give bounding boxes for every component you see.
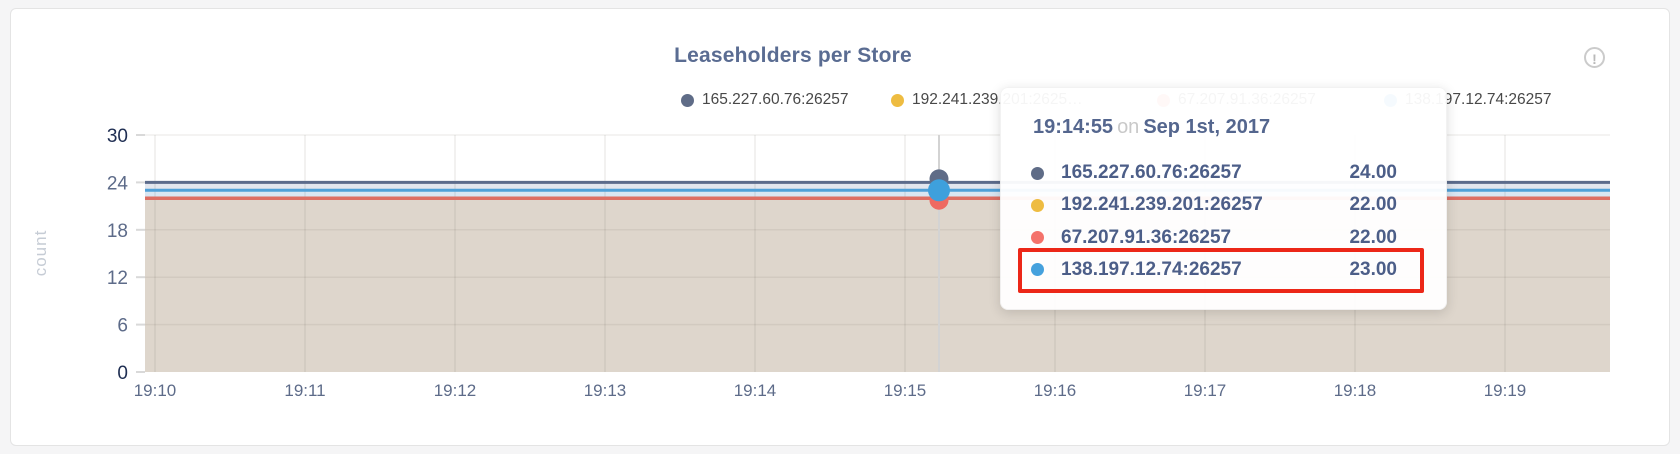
chart-title: Leaseholders per Store — [674, 44, 912, 67]
tooltip-series-name: 165.227.60.76:26257 — [1061, 162, 1242, 183]
y-tick-label: 24 — [107, 173, 129, 194]
x-tick-label: 19:14 — [734, 381, 777, 400]
tooltip-series-value: 23.00 — [1349, 258, 1397, 280]
tooltip-series-value: 24.00 — [1349, 162, 1397, 183]
x-tick-label: 19:19 — [1484, 381, 1527, 400]
legend-item[interactable]: 165.227.60.76:26257 — [681, 91, 849, 109]
x-tick-label: 19:15 — [884, 381, 927, 400]
y-tick-label: 0 — [117, 363, 128, 384]
tooltip-series-value: 22.00 — [1349, 226, 1397, 248]
exclamation-glyph: ! — [1592, 51, 1597, 67]
tooltip-series-name: 67.207.91.36:26257 — [1061, 226, 1232, 248]
tooltip-time: 19:14:55 — [1033, 116, 1114, 138]
x-tick-label: 19:12 — [434, 381, 477, 400]
y-axis-title: count — [31, 230, 50, 277]
y-tick-label: 12 — [107, 268, 128, 289]
legend-item-label: 165.227.60.76:26257 — [702, 91, 849, 108]
hover-marker — [928, 135, 950, 372]
tooltip-series-dot-icon — [1031, 231, 1044, 245]
tooltip-series-name: 138.197.12.74:26257 — [1061, 258, 1242, 280]
x-tick-label: 19:13 — [584, 381, 627, 400]
x-tick-label: 19:11 — [284, 381, 325, 400]
legend-series-dot-icon — [681, 93, 694, 107]
x-tick-label: 19:16 — [1034, 381, 1077, 400]
tooltip-connector: on — [1117, 116, 1140, 138]
tooltip-series-dot-icon — [1031, 166, 1044, 180]
hover-point-dot — [928, 179, 950, 202]
x-tick-label: 19:18 — [1334, 381, 1377, 400]
info-icon[interactable]: ! — [1584, 47, 1605, 68]
hover-tooltip: 19:14:55 on Sep 1st, 2017 165.227.60.76:26… — [1000, 87, 1447, 310]
tooltip-row: 192.241.239.201:26257 22.00 — [1031, 192, 1397, 218]
x-axis-labels: 19:10 19:11 19:12 19:13 19:14 19:15 19:16 19:17… — [134, 381, 1527, 400]
x-tick-label: 19:17 — [1184, 381, 1227, 400]
y-tick-label: 6 — [117, 316, 128, 337]
y-tick-label: 18 — [107, 221, 128, 242]
tooltip-row: 165.227.60.76:26257 24.00 — [1031, 160, 1397, 186]
x-tick-label: 19:10 — [134, 381, 177, 400]
y-axis-labels: 0 6 12 18 24 30 — [107, 126, 129, 384]
tooltip-series-name: 192.241.239.201:26257 — [1061, 194, 1263, 216]
tooltip-series-value: 22.00 — [1349, 194, 1397, 216]
y-tick-label: 30 — [107, 126, 128, 147]
legend-series-dot-icon — [891, 93, 904, 107]
tooltip-row: 138.197.12.74:26257 23.00 — [1031, 257, 1397, 283]
tooltip-timestamp: 19:14:55 on Sep 1st, 2017 — [1033, 116, 1270, 139]
tooltip-series-dot-icon — [1031, 263, 1044, 277]
tooltip-row: 67.207.91.36:26257 22.00 — [1031, 225, 1397, 251]
tooltip-series-dot-icon — [1031, 198, 1044, 212]
tooltip-date: Sep 1st, 2017 — [1143, 116, 1271, 138]
